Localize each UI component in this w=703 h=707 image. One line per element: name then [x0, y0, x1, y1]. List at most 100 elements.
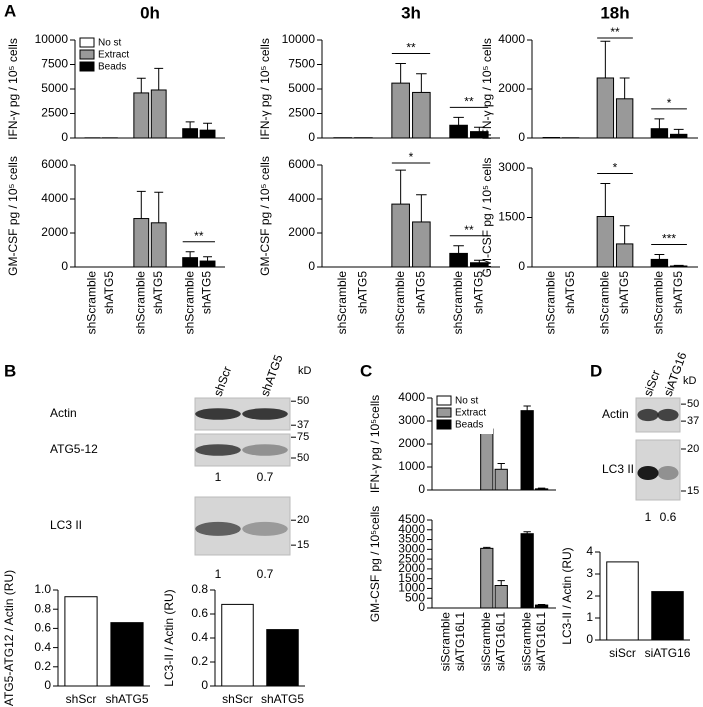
error-bar: [654, 118, 665, 129]
error-bar: [619, 77, 630, 99]
panel-label: D: [590, 361, 602, 380]
error-bar: [673, 128, 684, 135]
y-tick-label: 4500: [398, 512, 425, 526]
significance-label: **: [464, 223, 474, 237]
x-tick-label: shATG5: [356, 271, 370, 314]
marker-label: 20: [297, 514, 309, 526]
y-tick-label: 3500: [398, 532, 425, 546]
y-tick-label: 1500: [398, 571, 425, 585]
significance-label: *: [409, 150, 414, 164]
band: [242, 444, 288, 456]
error-bar: [474, 126, 485, 132]
x-tick-label: siATG16L1: [493, 612, 507, 671]
y-tick-label: 0: [61, 130, 68, 144]
ratio-label: 1: [645, 510, 652, 524]
legend-swatch: [436, 419, 452, 430]
x-tick-label: shATG5: [563, 271, 577, 314]
y-tick-label: 0: [518, 130, 525, 144]
x-tick-label: siATG16L1: [453, 612, 467, 671]
bar: [651, 591, 684, 641]
y-axis-label: LC3-II / Actin (RU): [162, 589, 176, 686]
bar: [150, 222, 167, 268]
y-tick-label: 6000: [288, 157, 315, 171]
legend-label: No st: [98, 38, 122, 49]
bar: [615, 98, 634, 139]
chart-title: 3h: [401, 3, 421, 22]
error-bar: [619, 225, 630, 244]
error-bar: [395, 169, 406, 205]
y-tick-label: 7500: [41, 57, 68, 71]
y-axis-label: IFN-γ pg / 10⁵ cells: [258, 38, 272, 140]
error-bar: [537, 603, 546, 606]
y-tick-label: 5000: [41, 81, 68, 95]
y-tick-label: 1000: [398, 459, 425, 473]
y-axis-label: GM-CSF pg / 10⁵ cells: [258, 156, 272, 276]
bar: [449, 124, 468, 139]
bar: [596, 216, 615, 268]
marker-label: 50: [297, 452, 309, 464]
error-bar: [185, 251, 195, 258]
bar: [494, 585, 508, 609]
bar: [449, 252, 468, 268]
x-tick-label: shATG5: [200, 271, 214, 314]
bar: [110, 622, 144, 687]
band: [242, 408, 288, 420]
significance-label: ***: [662, 232, 676, 246]
y-tick-label: 0.4: [34, 640, 51, 654]
y-tick-label: 3: [586, 566, 593, 580]
y-tick-label: 4000: [498, 32, 525, 46]
marker-label: 20: [687, 443, 699, 455]
marker-label: 50: [297, 395, 309, 407]
legend-label: Extract: [98, 50, 129, 61]
ratio-label: 1: [215, 470, 222, 484]
ratio-label: 0.6: [660, 510, 677, 524]
y-tick-label: 2500: [398, 551, 425, 565]
error-bar: [203, 122, 213, 131]
error-bar: [673, 264, 684, 267]
y-tick-label: 500: [405, 590, 425, 604]
error-bar: [185, 121, 195, 129]
error-bar: [136, 77, 146, 93]
y-tick-label: 0.8: [34, 601, 51, 615]
significance-label: **: [406, 41, 416, 55]
error-bar: [416, 73, 427, 93]
bar: [412, 91, 431, 139]
bar: [221, 603, 254, 687]
y-tick-label: 0: [308, 130, 315, 144]
bar: [494, 468, 508, 491]
y-tick-label: 10000: [35, 32, 69, 46]
y-tick-label: 0.6: [34, 621, 51, 635]
error-bar: [537, 487, 546, 489]
y-tick-label: 4000: [398, 522, 425, 536]
bar: [391, 82, 410, 139]
bar: [596, 77, 615, 139]
x-tick-label: shATG5: [151, 271, 165, 314]
y-axis-label: ATG5-ATG12 / Actin (RU): [2, 570, 16, 706]
y-tick-label: 4000: [398, 390, 425, 404]
y-tick-label: 0.8: [191, 582, 208, 596]
bar: [199, 260, 216, 268]
band: [242, 521, 288, 536]
y-tick-label: 3000: [498, 160, 525, 174]
y-tick-label: 3000: [398, 413, 425, 427]
y-axis-label: LC3-II / Actin (RU): [560, 547, 574, 644]
band: [195, 444, 241, 456]
significance-label: *: [667, 96, 672, 110]
chart-title: 18h: [600, 3, 629, 22]
y-axis-label: IFN-γ pg / 10⁵ cells: [480, 38, 494, 140]
x-tick-label: shScramble: [133, 271, 147, 335]
error-bar: [203, 256, 213, 262]
y-tick-label: 0: [308, 259, 315, 273]
y-axis-label: GM-CSF pg / 10⁵ cells: [480, 158, 494, 278]
x-tick-label: siATG16: [645, 646, 691, 660]
band: [657, 408, 679, 422]
error-bar: [654, 253, 665, 260]
x-tick-label: siScramble: [439, 612, 453, 672]
ratio-label: 1: [215, 567, 222, 581]
bar: [650, 258, 669, 268]
x-tick-label: shATG5: [617, 271, 631, 314]
legend-swatch: [436, 407, 452, 418]
x-tick-label: shATG5: [471, 271, 485, 314]
bar: [182, 257, 199, 268]
